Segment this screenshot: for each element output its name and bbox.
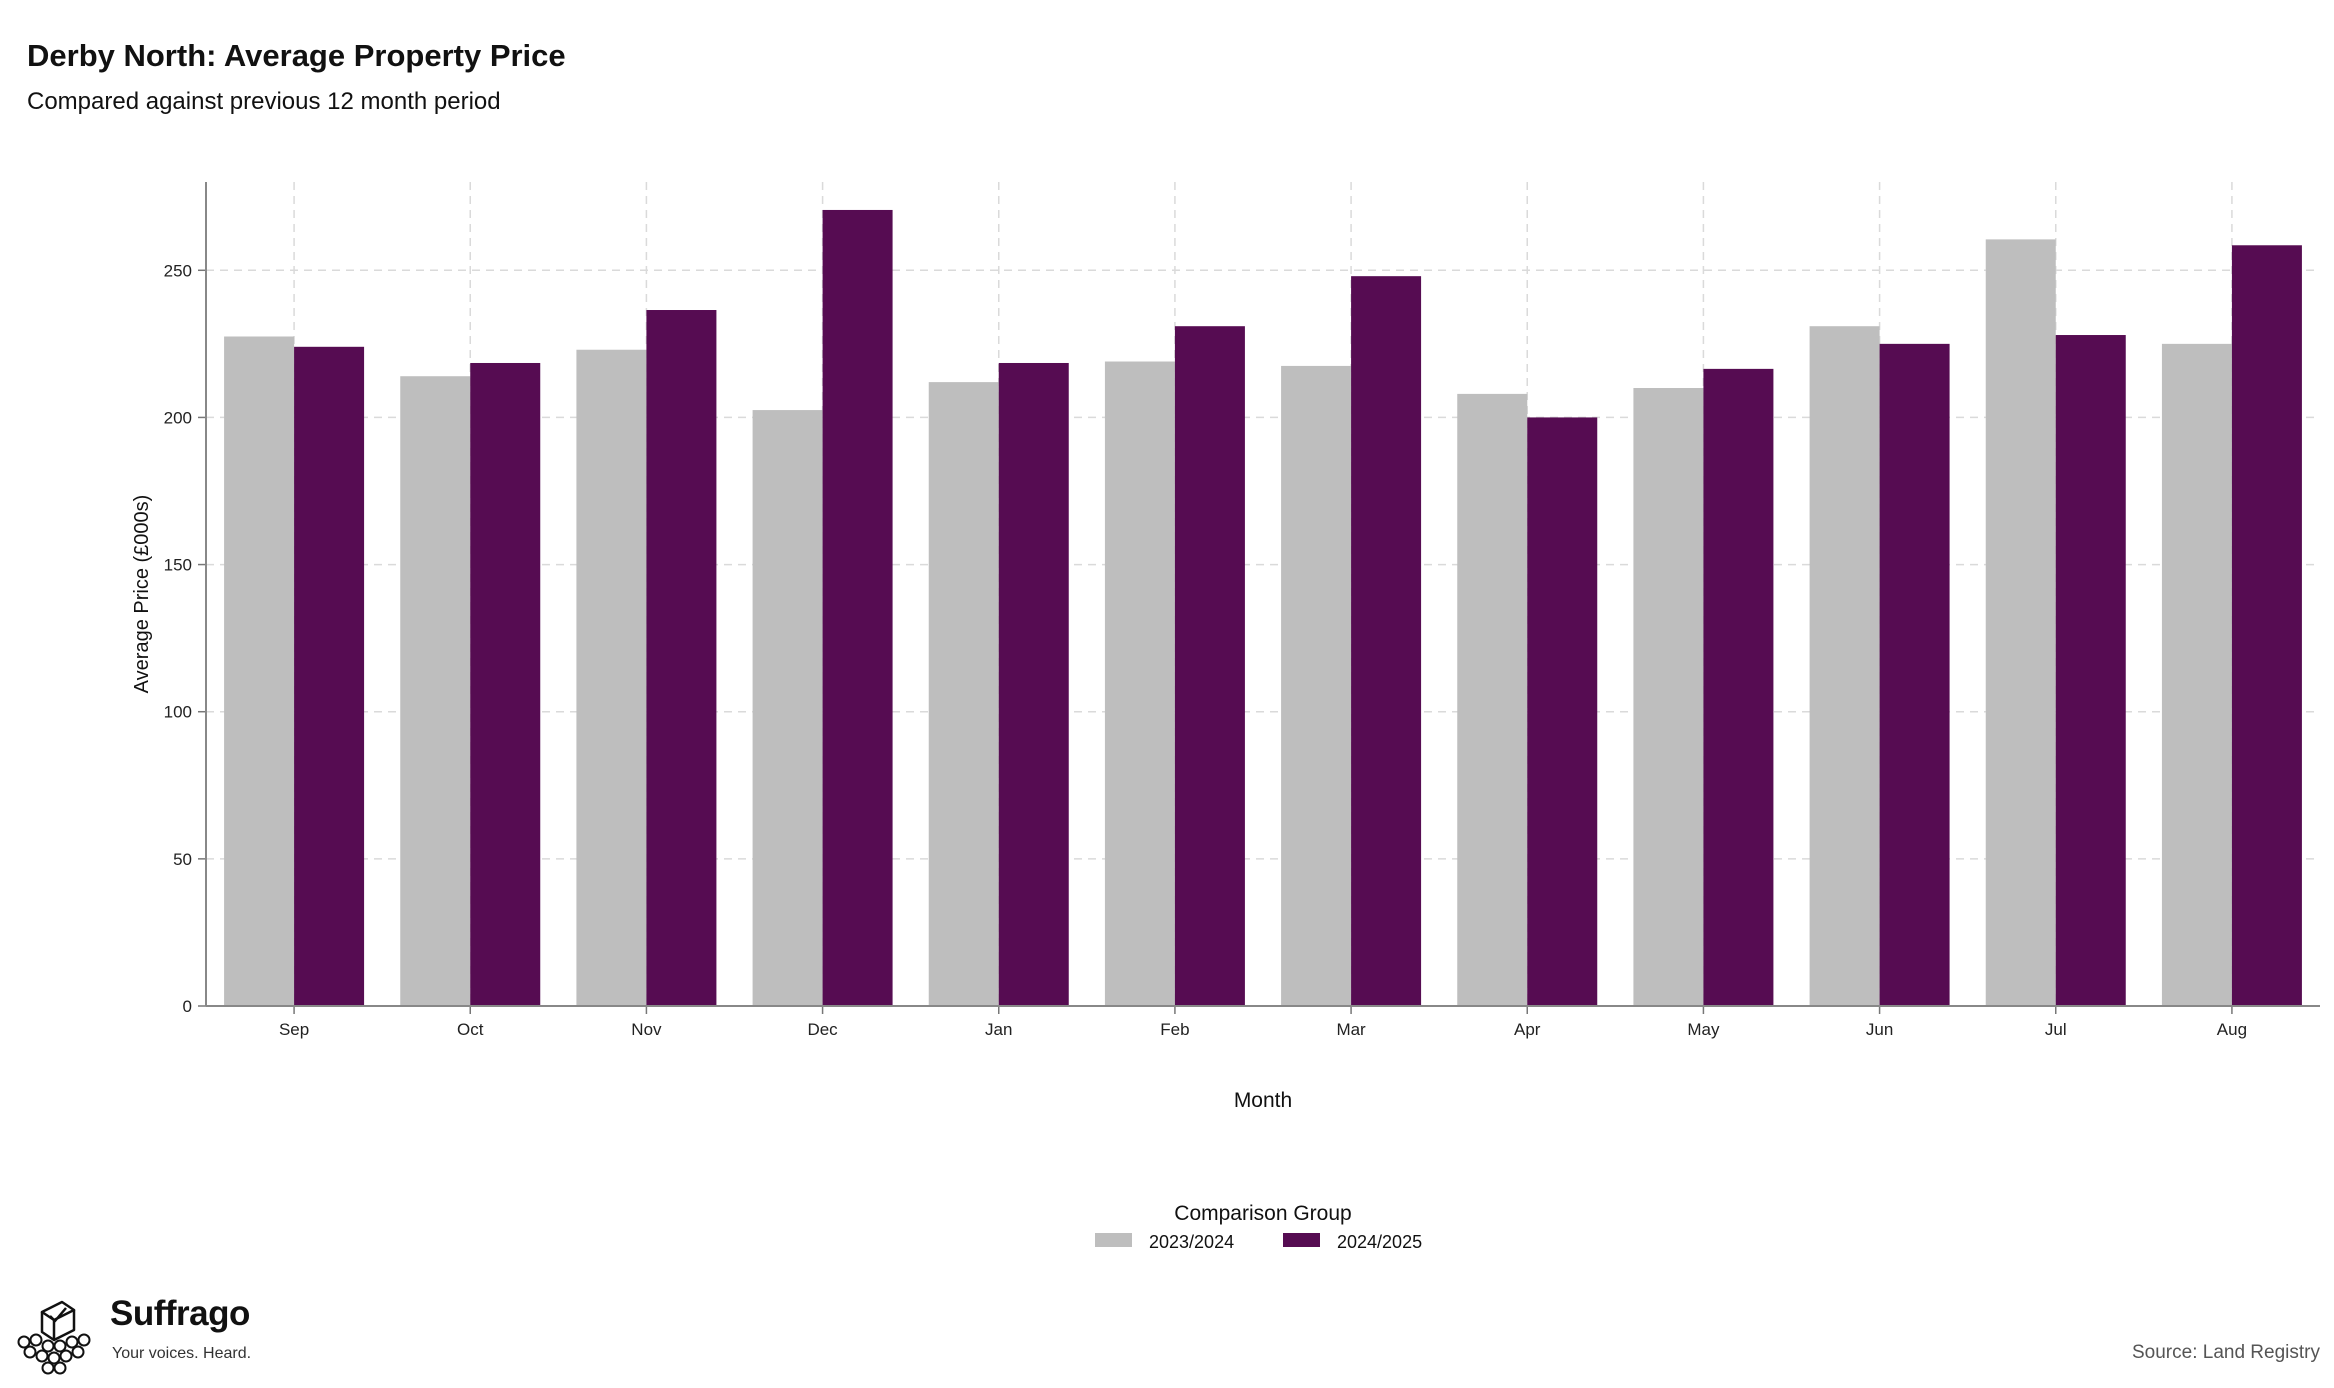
legend-label-2024-2025: 2024/2025 [1337,1232,1422,1252]
chart-subtitle: Compared against previous 12 month perio… [27,88,501,115]
bar-2024-2025-oct [470,362,541,1006]
legend-swatch-2023-2024 [1095,1233,1132,1247]
bar-2024-2025-sep [294,346,365,1006]
bar-2024-2025-may [1703,368,1774,1006]
x-tick-label: May [1687,1020,1720,1039]
x-tick-label: Jun [1866,1020,1893,1039]
brand-logo: Suffrago Your voices. Heard. [14,1290,274,1380]
bar-2023-2024-mar [1281,365,1352,1006]
x-tick-label: Aug [2217,1020,2247,1039]
y-tick-label: 100 [164,703,192,722]
y-tick-label: 250 [164,261,192,280]
legend-swatch-2024-2025 [1283,1233,1320,1247]
x-tick-label: Oct [457,1020,484,1039]
bar-2023-2024-apr [1457,393,1528,1006]
bar-2023-2024-may [1633,388,1704,1006]
x-tick-label: Mar [1336,1020,1366,1039]
legend: Comparison Group 2023/2024 2024/2025 [1095,1202,1422,1252]
brand-name: Suffrago [110,1294,250,1333]
x-tick-label: Dec [807,1020,838,1039]
bars [224,209,2302,1007]
bar-2023-2024-feb [1104,361,1175,1006]
bar-2023-2024-sep [224,336,295,1006]
y-tick-label: 150 [164,556,192,575]
bar-2024-2025-dec [822,209,893,1006]
bar-2024-2025-jun [1879,343,1950,1006]
ballot-box-icon [17,1300,91,1375]
bar-2024-2025-feb [1174,326,1245,1006]
y-tick-label: 0 [183,997,192,1016]
x-tick-label: Jul [2045,1020,2067,1039]
bar-2023-2024-jul [1985,239,2056,1006]
legend-label-2023-2024: 2023/2024 [1149,1232,1234,1252]
y-tick-label: 200 [164,408,192,427]
axes: 0 50 100 150 200 250 Sep Oct Nov Dec Jan Feb Mar Apr M… [131,182,2320,1112]
x-tick-label: Apr [1514,1020,1541,1039]
x-axis-title: Month [1234,1089,1292,1112]
bar-2023-2024-nov [576,349,647,1006]
bar-2024-2025-aug [2231,245,2302,1006]
bar-2024-2025-mar [1351,276,1422,1007]
x-tick-label: Nov [631,1020,662,1039]
bar-2024-2025-jul [2055,335,2126,1006]
bar-2023-2024-aug [2161,343,2232,1006]
source-note: Source: Land Registry [2132,1342,2320,1363]
bar-2024-2025-jan [998,362,1069,1006]
y-axis-title: Average Price (£000s) [131,495,153,694]
brand-tagline: Your voices. Heard. [112,1345,252,1362]
legend-title: Comparison Group [1174,1202,1351,1225]
bar-2024-2025-nov [646,310,717,1006]
bar-2023-2024-jun [1809,326,1880,1006]
bar-2023-2024-dec [752,410,823,1007]
chart-title: Derby North: Average Property Price [27,38,566,73]
y-tick-label: 50 [173,850,192,869]
bar-2023-2024-jan [928,382,999,1007]
x-tick-label: Sep [279,1020,309,1039]
x-tick-label: Feb [1160,1020,1189,1039]
bar-2024-2025-apr [1527,417,1598,1006]
x-tick-label: Jan [985,1020,1012,1039]
bar-2023-2024-oct [400,376,471,1006]
